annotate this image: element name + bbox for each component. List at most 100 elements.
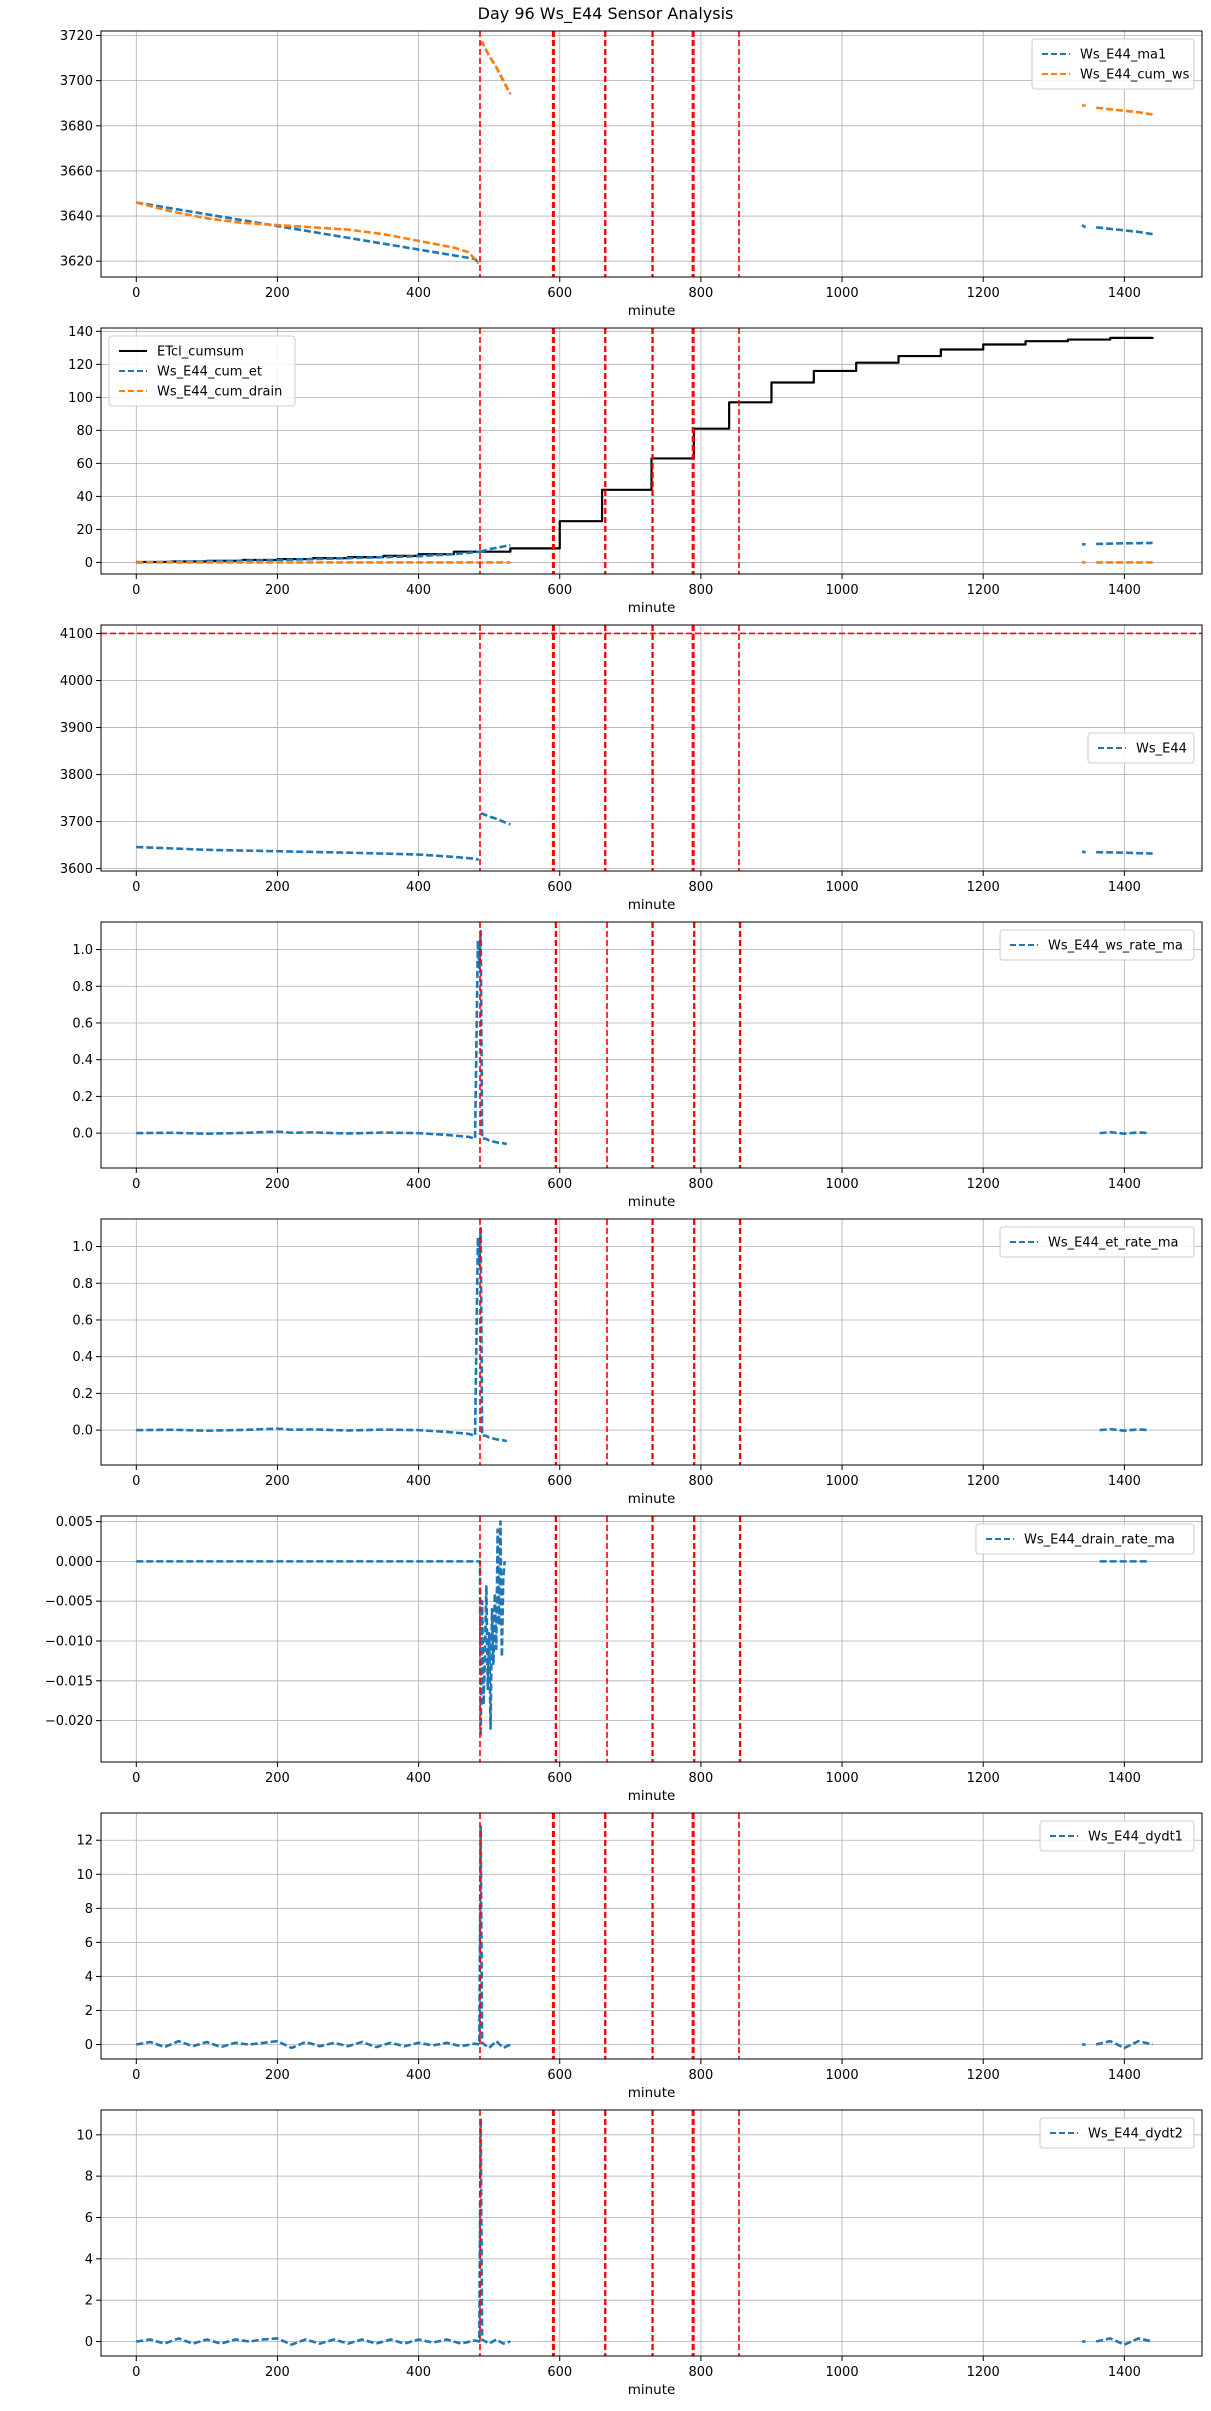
x-tick-label: 400 bbox=[406, 583, 431, 598]
subplot-4: 0 200 400 600 800 1000 1200 1400 0.0 0.2 0.4 0.6 0.8… bbox=[72, 921, 1203, 1210]
legend-box bbox=[999, 929, 1195, 961]
x-tick-label: 1200 bbox=[967, 2365, 1000, 2380]
y-tick-label: −0.020 bbox=[45, 1714, 93, 1729]
x-tick-label: 1000 bbox=[826, 1177, 859, 1192]
y-tick-label: 3660 bbox=[60, 164, 93, 179]
y-tick-label: 0.0 bbox=[72, 1424, 93, 1439]
x-tick-label: 200 bbox=[265, 2068, 290, 2083]
x-tick-label: 600 bbox=[547, 1177, 572, 1192]
y-tick-label: 120 bbox=[68, 358, 93, 373]
x-tick-label: 800 bbox=[688, 583, 713, 598]
y-tick-label: 3700 bbox=[60, 815, 93, 830]
y-tick-label: 0.6 bbox=[72, 1016, 93, 1031]
y-tick-label: 12 bbox=[76, 1834, 93, 1849]
x-tick-label: 800 bbox=[688, 1474, 713, 1489]
axes-frame bbox=[100, 1218, 1203, 1466]
x-tick-label: 200 bbox=[265, 2365, 290, 2380]
legend-label: Ws_E44 bbox=[1136, 742, 1187, 757]
plot-area bbox=[136, 1219, 1150, 1465]
y-tick-label: 0.4 bbox=[72, 1053, 93, 1068]
y-tick-label: 0.8 bbox=[72, 1277, 93, 1292]
x-tick-label: 600 bbox=[547, 2365, 572, 2380]
x-tick-label: 0 bbox=[132, 1474, 140, 1489]
axes-frame bbox=[100, 921, 1203, 1169]
subplot-8: 0 200 400 600 800 1000 1200 1400 0 2 4 6 8 10 minute Ws… bbox=[76, 2109, 1203, 2398]
axes-frame bbox=[100, 1812, 1203, 2060]
series-line-Ws_E44_cum_ws bbox=[479, 40, 512, 95]
y-tick-label: 0.2 bbox=[72, 1387, 93, 1402]
legend-label: Ws_E44_cum_drain bbox=[157, 385, 282, 400]
legend: Ws_E44_ws_rate_ma bbox=[999, 929, 1195, 961]
y-tick-label: 2 bbox=[85, 2004, 93, 2019]
y-tick-label: 3680 bbox=[60, 119, 93, 134]
legend-box bbox=[1039, 1820, 1195, 1852]
legend: ETcl_cumsum Ws_E44_cum_et Ws_E44_cum_drain bbox=[108, 335, 296, 407]
subplot-1: 0 200 400 600 800 1000 1200 1400 3620 3640 3660 368… bbox=[60, 29, 1203, 319]
x-tick-label: 1200 bbox=[967, 1474, 1000, 1489]
x-tick-label: 600 bbox=[547, 1474, 572, 1489]
legend-label: Ws_E44_ma1 bbox=[1080, 48, 1166, 63]
x-tick-label: 1400 bbox=[1108, 583, 1141, 598]
x-tick-label: 800 bbox=[688, 1771, 713, 1786]
x-tick-label: 400 bbox=[406, 1177, 431, 1192]
series-line-Ws_E44_dydt2 bbox=[1095, 2337, 1153, 2346]
legend-label: Ws_E44_dydt2 bbox=[1088, 2127, 1183, 2142]
y-tick-label: 10 bbox=[76, 1868, 93, 1883]
y-tick-label: 0.6 bbox=[72, 1313, 93, 1328]
series-line-Ws_E44_cum_ws bbox=[135, 201, 480, 265]
y-tick-label: 3800 bbox=[60, 768, 93, 783]
x-tick-label: 1400 bbox=[1108, 286, 1141, 301]
y-tick-label: 60 bbox=[76, 457, 93, 472]
legend-label: Ws_E44_drain_rate_ma bbox=[1024, 1533, 1175, 1548]
y-tick-label: 10 bbox=[76, 2128, 93, 2143]
series-line-Ws_E44 bbox=[480, 812, 511, 826]
x-tick-label: 0 bbox=[132, 2068, 140, 2083]
legend-box bbox=[1087, 732, 1195, 764]
x-axis-label: minute bbox=[628, 600, 676, 616]
series-line-Ws_E44_cum_et bbox=[479, 543, 511, 553]
plot-area bbox=[136, 1813, 1153, 2059]
x-tick-label: 400 bbox=[406, 880, 431, 895]
y-tick-label: 4100 bbox=[60, 627, 93, 642]
x-tick-label: 1000 bbox=[826, 286, 859, 301]
y-tick-label: 0.005 bbox=[56, 1515, 93, 1530]
x-tick-label: 1000 bbox=[826, 1474, 859, 1489]
x-tick-label: 1400 bbox=[1108, 1474, 1141, 1489]
y-tick-label: 0.8 bbox=[72, 980, 93, 995]
x-tick-label: 400 bbox=[406, 286, 431, 301]
legend: Ws_E44_et_rate_ma bbox=[999, 1226, 1195, 1258]
series-line-Ws_E44_ma1 bbox=[1081, 223, 1087, 229]
legend-box bbox=[999, 1226, 1195, 1258]
y-tick-label: 4 bbox=[85, 2252, 93, 2267]
x-tick-label: 600 bbox=[547, 1771, 572, 1786]
legend-box bbox=[1031, 38, 1195, 90]
x-axis-label: minute bbox=[628, 303, 676, 319]
x-tick-label: 800 bbox=[688, 2365, 713, 2380]
series-line-Ws_E44 bbox=[136, 845, 479, 861]
y-tick-label: 1.0 bbox=[72, 1240, 93, 1255]
x-tick-label: 800 bbox=[688, 286, 713, 301]
legend-label: Ws_E44_cum_et bbox=[157, 365, 262, 380]
series-line-Ws_E44_dydt1 bbox=[136, 1825, 511, 2050]
y-tick-label: 3900 bbox=[60, 721, 93, 736]
subplot-6: 0 200 400 600 800 1000 1200 1400 −0.020 −0.015 −0.… bbox=[45, 1515, 1203, 1804]
x-axis-label: minute bbox=[628, 1194, 676, 1210]
x-tick-label: 1200 bbox=[967, 2068, 1000, 2083]
plot-area bbox=[136, 922, 1150, 1168]
x-tick-label: 0 bbox=[132, 583, 140, 598]
x-tick-label: 800 bbox=[688, 1177, 713, 1192]
plot-area bbox=[136, 328, 1154, 574]
plot-area bbox=[135, 31, 1153, 277]
figure-title: Day 96 Ws_E44 Sensor Analysis bbox=[477, 4, 734, 23]
x-tick-label: 1200 bbox=[967, 1771, 1000, 1786]
axes-frame bbox=[100, 327, 1203, 575]
x-tick-label: 1200 bbox=[967, 1177, 1000, 1192]
y-tick-label: 140 bbox=[68, 325, 93, 340]
x-tick-label: 200 bbox=[265, 1474, 290, 1489]
y-tick-label: −0.005 bbox=[45, 1595, 93, 1610]
y-tick-label: 0 bbox=[85, 2335, 93, 2350]
y-tick-label: 3600 bbox=[60, 862, 93, 877]
legend-label: Ws_E44_dydt1 bbox=[1088, 1830, 1183, 1845]
x-tick-label: 400 bbox=[406, 2068, 431, 2083]
series-line-Ws_E44_drain_rate_ma bbox=[136, 1520, 506, 1738]
